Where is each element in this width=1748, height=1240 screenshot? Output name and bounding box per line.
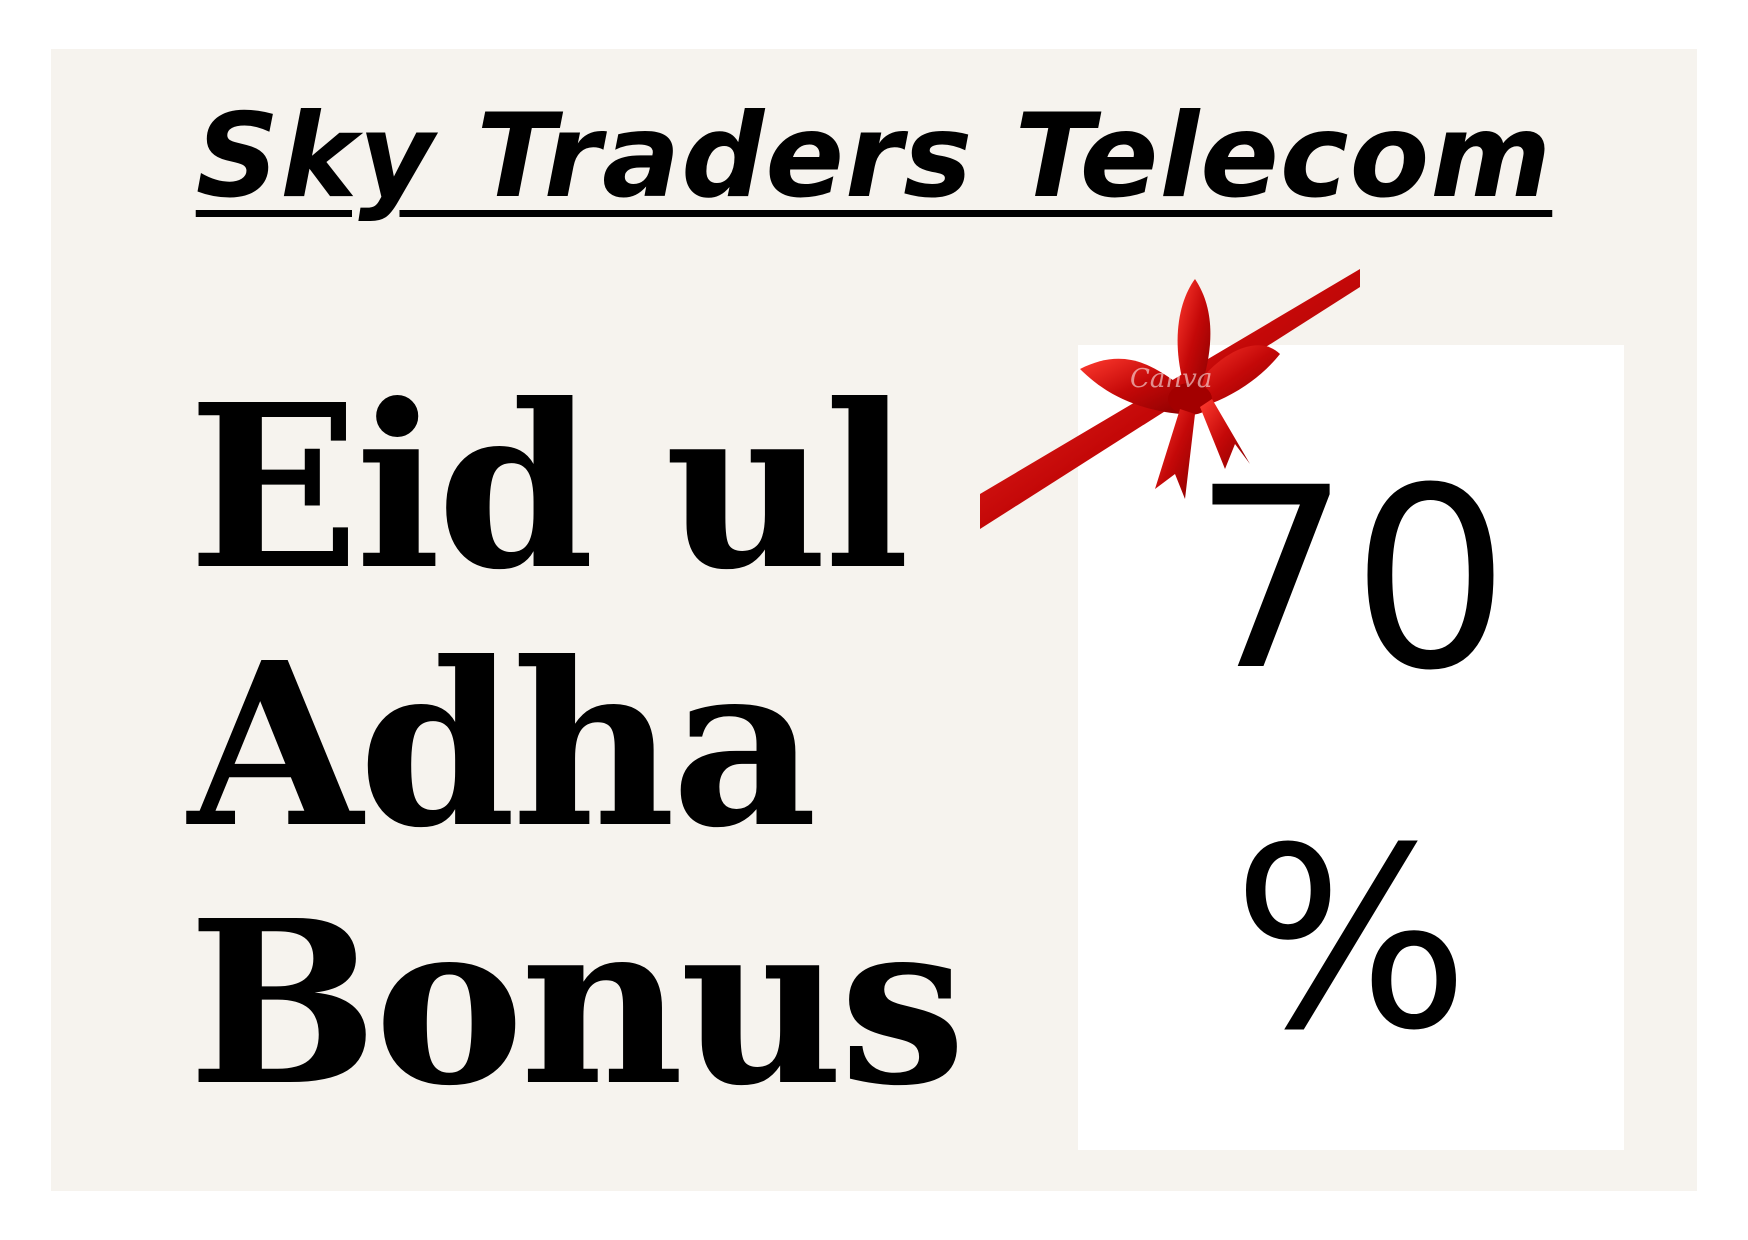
watermark-text: Canva (1130, 364, 1212, 394)
gift-ribbon-bow-icon: Canva (980, 239, 1380, 539)
headline: Eid ul Adha Bonus (188, 359, 962, 1133)
page-title: Sky Traders Telecom (51, 99, 1697, 215)
headline-line-1: Eid ul (188, 359, 962, 617)
headline-line-3: Bonus (188, 875, 962, 1133)
headline-line-2: Adha (188, 617, 962, 875)
offer-unit: % (1078, 815, 1624, 1065)
poster-card: Sky Traders Telecom Eid ul Adha Bonus 70… (51, 49, 1697, 1191)
